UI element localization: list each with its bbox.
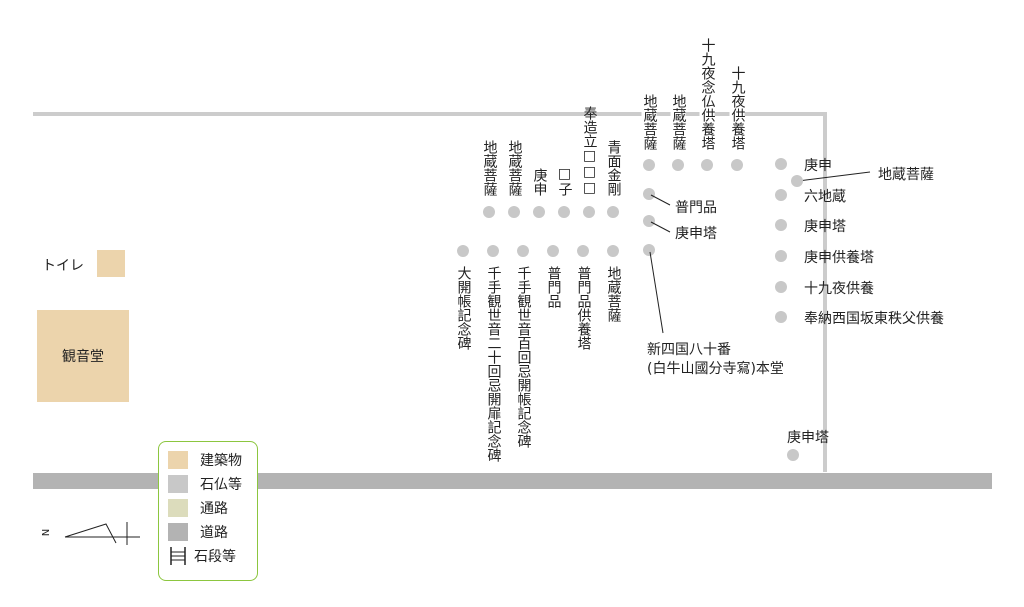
legend-item-stairs: 石段等 (168, 544, 257, 568)
main-hall-label: 新四国八十番 (白牛山國分寺寫)本堂 (647, 341, 784, 379)
stone-label: 六地蔵 (804, 189, 846, 205)
stone-marker (607, 206, 619, 218)
building-swatch (168, 451, 188, 469)
main-hall-line1: 新四国八十番 (647, 342, 731, 358)
stone-label: 千手観世音二十回忌開扉記念碑 (485, 266, 502, 462)
stone-label: 奉納西国坂東秩父供養 (804, 311, 944, 327)
kannondo-building: 観音堂 (37, 310, 129, 402)
stone-marker (508, 206, 520, 218)
stone-label: 地蔵菩薩 (506, 140, 523, 196)
stone-marker (558, 206, 570, 218)
road-swatch (168, 523, 188, 541)
main-hall-line2: (白牛山國分寺寫)本堂 (647, 361, 784, 377)
stone-label: 庚申塔 (675, 226, 717, 242)
stone-marker (701, 159, 713, 171)
stone-swatch (168, 475, 188, 493)
stone-marker (577, 245, 589, 257)
stone-marker (775, 281, 787, 293)
stone-marker (483, 206, 495, 218)
stone-label: 普門品供養塔 (575, 266, 592, 350)
stone-label: 庚申塔 (787, 430, 829, 446)
stone-marker (731, 159, 743, 171)
stone-label: □子 (556, 166, 573, 196)
compass-icon (64, 522, 140, 545)
stone-marker (775, 250, 787, 262)
stone-label: 庚申供養塔 (804, 250, 874, 266)
stone-marker (533, 206, 545, 218)
toilet-label: トイレ (42, 258, 84, 274)
stone-marker (607, 245, 619, 257)
stone-marker (643, 188, 655, 200)
legend-item-stone: 石仏等 (168, 472, 257, 496)
stone-label: 普門品 (545, 266, 562, 308)
stone-marker (775, 219, 787, 231)
stone-marker (775, 311, 787, 323)
stone-marker (791, 175, 803, 187)
road (33, 473, 992, 489)
stairs-icon (170, 547, 186, 565)
stone-marker (643, 215, 655, 227)
stone-marker (547, 245, 559, 257)
kannondo-label: 観音堂 (62, 349, 104, 365)
stone-marker (517, 245, 529, 257)
stone-label: 地蔵菩薩 (605, 266, 622, 322)
stone-marker (457, 245, 469, 257)
stone-label: 十九夜供養塔 (729, 66, 746, 150)
stone-label: 庚申 (804, 158, 832, 174)
stone-label: 千手観世音百回忌開帳記念碑 (515, 266, 532, 448)
stone-marker (487, 245, 499, 257)
legend-item-building: 建築物 (168, 448, 257, 472)
stone-marker (643, 244, 655, 256)
stone-marker (775, 158, 787, 170)
stone-label: 十九夜念仏供養塔 (699, 38, 716, 150)
path-swatch (168, 499, 188, 517)
stone-label: 大開帳記念碑 (455, 266, 472, 350)
stone-label: 庚申 (531, 168, 548, 196)
legend-item-road: 道路 (168, 520, 257, 544)
stone-label: 地蔵菩薩 (878, 167, 934, 183)
stone-label: 普門品 (675, 200, 717, 216)
stone-marker (643, 159, 655, 171)
stone-marker (775, 189, 787, 201)
path-right (823, 112, 827, 472)
stone-label: 地蔵菩薩 (641, 94, 658, 150)
toilet-building (97, 250, 125, 277)
stone-label: 地蔵菩薩 (670, 94, 687, 150)
legend: 建築物 石仏等 通路 道路 石段等 (158, 441, 258, 581)
path-top (33, 112, 827, 116)
stone-label: 地蔵菩薩 (481, 140, 498, 196)
legend-item-path: 通路 (168, 496, 257, 520)
stone-marker (672, 159, 684, 171)
compass-n-label: N (39, 528, 51, 537)
stone-label: 青面金剛 (605, 140, 622, 196)
stone-marker (583, 206, 595, 218)
stone-label: 奉造立□□□ (581, 106, 598, 196)
stone-label: 十九夜供養 (804, 281, 874, 297)
stone-marker (787, 449, 799, 461)
stone-label: 庚申塔 (804, 219, 846, 235)
